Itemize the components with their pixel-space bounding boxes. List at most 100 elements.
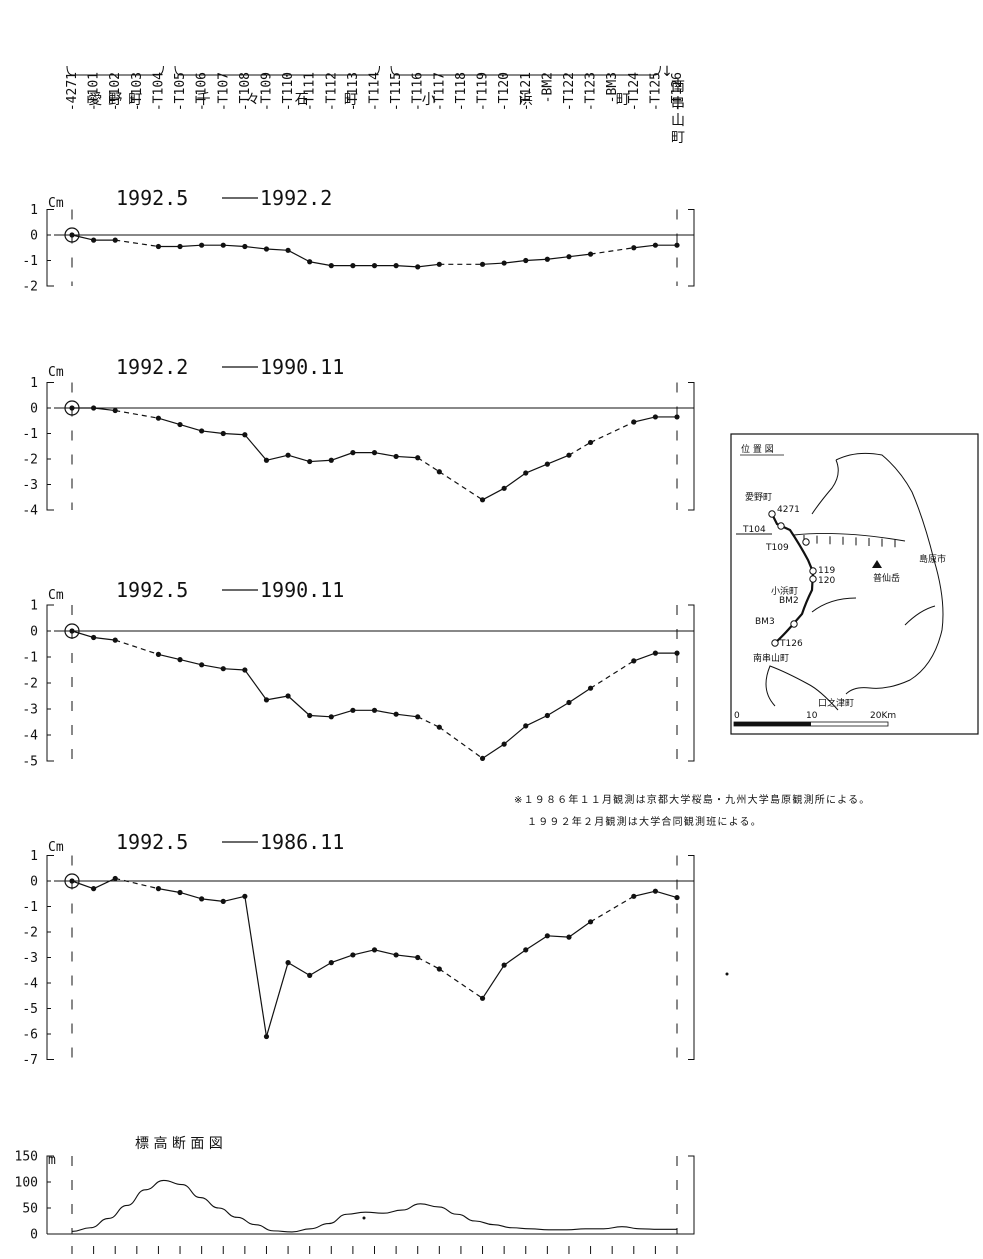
town-name: 串: [671, 96, 685, 112]
y-tick-label: -1: [22, 651, 38, 666]
y-tick-label: 150: [15, 1150, 38, 1165]
coastline-west: [736, 459, 839, 535]
y-tick-label: 0: [30, 402, 38, 417]
series-segment: [223, 432, 245, 436]
scale-label: 0: [734, 711, 740, 721]
reference-marker: [64, 623, 80, 639]
series-segment: [309, 261, 332, 267]
data-point: [674, 414, 680, 420]
data-point: [587, 919, 594, 925]
series-segment: [374, 709, 397, 715]
data-point: [112, 407, 118, 414]
chart-title-start: 1992.2: [116, 355, 188, 379]
data-point: [112, 875, 118, 882]
data-point: [436, 724, 442, 730]
data-point: [155, 886, 162, 892]
data-point: [112, 237, 118, 243]
survey-point: [777, 522, 785, 530]
y-tick-label: -5: [22, 755, 38, 770]
series-segment: [331, 452, 354, 461]
y-tick-label: -2: [22, 677, 38, 692]
series-segment: [590, 660, 635, 689]
series-segment: [568, 253, 591, 258]
data-point: [263, 457, 270, 463]
series-segment: [179, 659, 202, 666]
series-segment: [482, 964, 505, 999]
y-tick-label: -2: [22, 926, 38, 941]
data-point: [436, 469, 442, 475]
y-axis: [46, 382, 54, 511]
series-segment: [417, 716, 440, 728]
right-bracket: [688, 855, 695, 1060]
data-point: [501, 260, 507, 266]
y-tick-label: 100: [15, 1176, 38, 1191]
station-label: -T120: [497, 72, 512, 111]
y-tick-label: -4: [22, 977, 38, 992]
series-segment: [547, 454, 570, 465]
y-tick-label: -4: [22, 504, 38, 519]
town-name: 愛: [88, 92, 102, 108]
chart-title-end: 1990.11: [260, 578, 344, 602]
scale-bar-fill: [734, 722, 811, 726]
series-segment: [93, 407, 116, 412]
series-segment: [331, 709, 354, 718]
survey-point: [790, 620, 798, 628]
y-tick-label: -3: [22, 703, 38, 718]
series-segment: [568, 921, 591, 938]
data-point: [91, 237, 97, 243]
town-name: 石: [295, 92, 309, 108]
chart-title-start: 1992.5: [116, 186, 188, 210]
series-segment: [525, 935, 548, 951]
series-segment: [396, 265, 418, 268]
series-segment: [396, 954, 418, 959]
right-bracket: [688, 1155, 695, 1235]
data-point: [371, 263, 378, 269]
chart-title-end: 1986.11: [260, 830, 344, 854]
data-point: [91, 405, 97, 411]
coastline: [765, 452, 944, 711]
series-segment: [438, 471, 483, 501]
series-segment: [158, 653, 181, 661]
right-bracket: [688, 209, 695, 287]
data-point: [220, 666, 226, 672]
data-point: [91, 886, 97, 892]
series-segment: [115, 409, 159, 419]
series-segment: [223, 895, 245, 902]
data-point: [566, 254, 572, 260]
series-segment: [201, 664, 224, 670]
data-point: [652, 242, 658, 248]
station-header: -4271 -T101 -T102 -T103 -T104 -T105 -T106 -T107…: [65, 64, 685, 146]
y-tick-label: -2: [22, 453, 38, 468]
series-segment: [266, 454, 289, 461]
data-point: [242, 243, 248, 250]
station-label: -BM3: [605, 72, 620, 103]
series-segment: [223, 244, 245, 248]
series-segment: [266, 248, 289, 251]
series-segment: [287, 962, 310, 976]
series-segment: [482, 743, 505, 759]
y-tick-label: -1: [22, 427, 38, 442]
data-point: [242, 432, 248, 438]
data-point: [220, 430, 226, 437]
data-point: [177, 889, 183, 896]
fault-line-3: [904, 605, 936, 626]
series-segment: [244, 896, 268, 1037]
station-label: -T119: [476, 72, 491, 111]
y-axis: [46, 209, 54, 287]
data-point: [285, 693, 291, 699]
data-point: [674, 894, 680, 901]
data-point: [501, 962, 507, 968]
town-name: 山: [671, 113, 685, 129]
series-segment: [244, 434, 267, 461]
displacement-chart-3: Cm 1992.5 1990.11 1 0 -1 -2 -3 -4 -5: [22, 578, 695, 770]
town-arrow: ↓: [661, 64, 673, 80]
elevation-profile-chart: m 標 高 断 面 図 150 100 50 0: [15, 1135, 695, 1254]
unit-label: Cm: [48, 196, 64, 211]
data-point: [674, 242, 680, 248]
chart-title-start: 1992.5: [116, 578, 188, 602]
y-tick-label: 50: [22, 1202, 38, 1217]
data-point: [652, 650, 658, 656]
scale-label: 20Km: [870, 711, 896, 721]
data-point: [155, 651, 162, 658]
data-point: [285, 452, 291, 458]
